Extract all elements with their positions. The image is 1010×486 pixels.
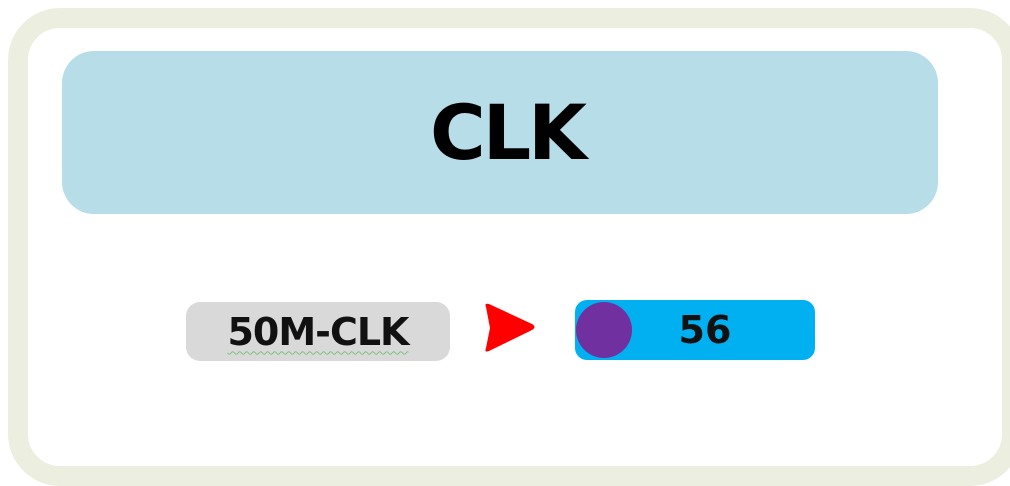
value-node: 56 <box>575 300 815 360</box>
source-label: 50M-CLK <box>227 309 409 354</box>
status-dot-icon <box>576 302 632 358</box>
play-arrow-icon <box>485 303 535 352</box>
value-label: 56 <box>678 308 732 352</box>
title-banner: CLK <box>62 51 938 214</box>
diagram-title: CLK <box>429 87 587 177</box>
source-node: 50M-CLK <box>186 302 450 361</box>
